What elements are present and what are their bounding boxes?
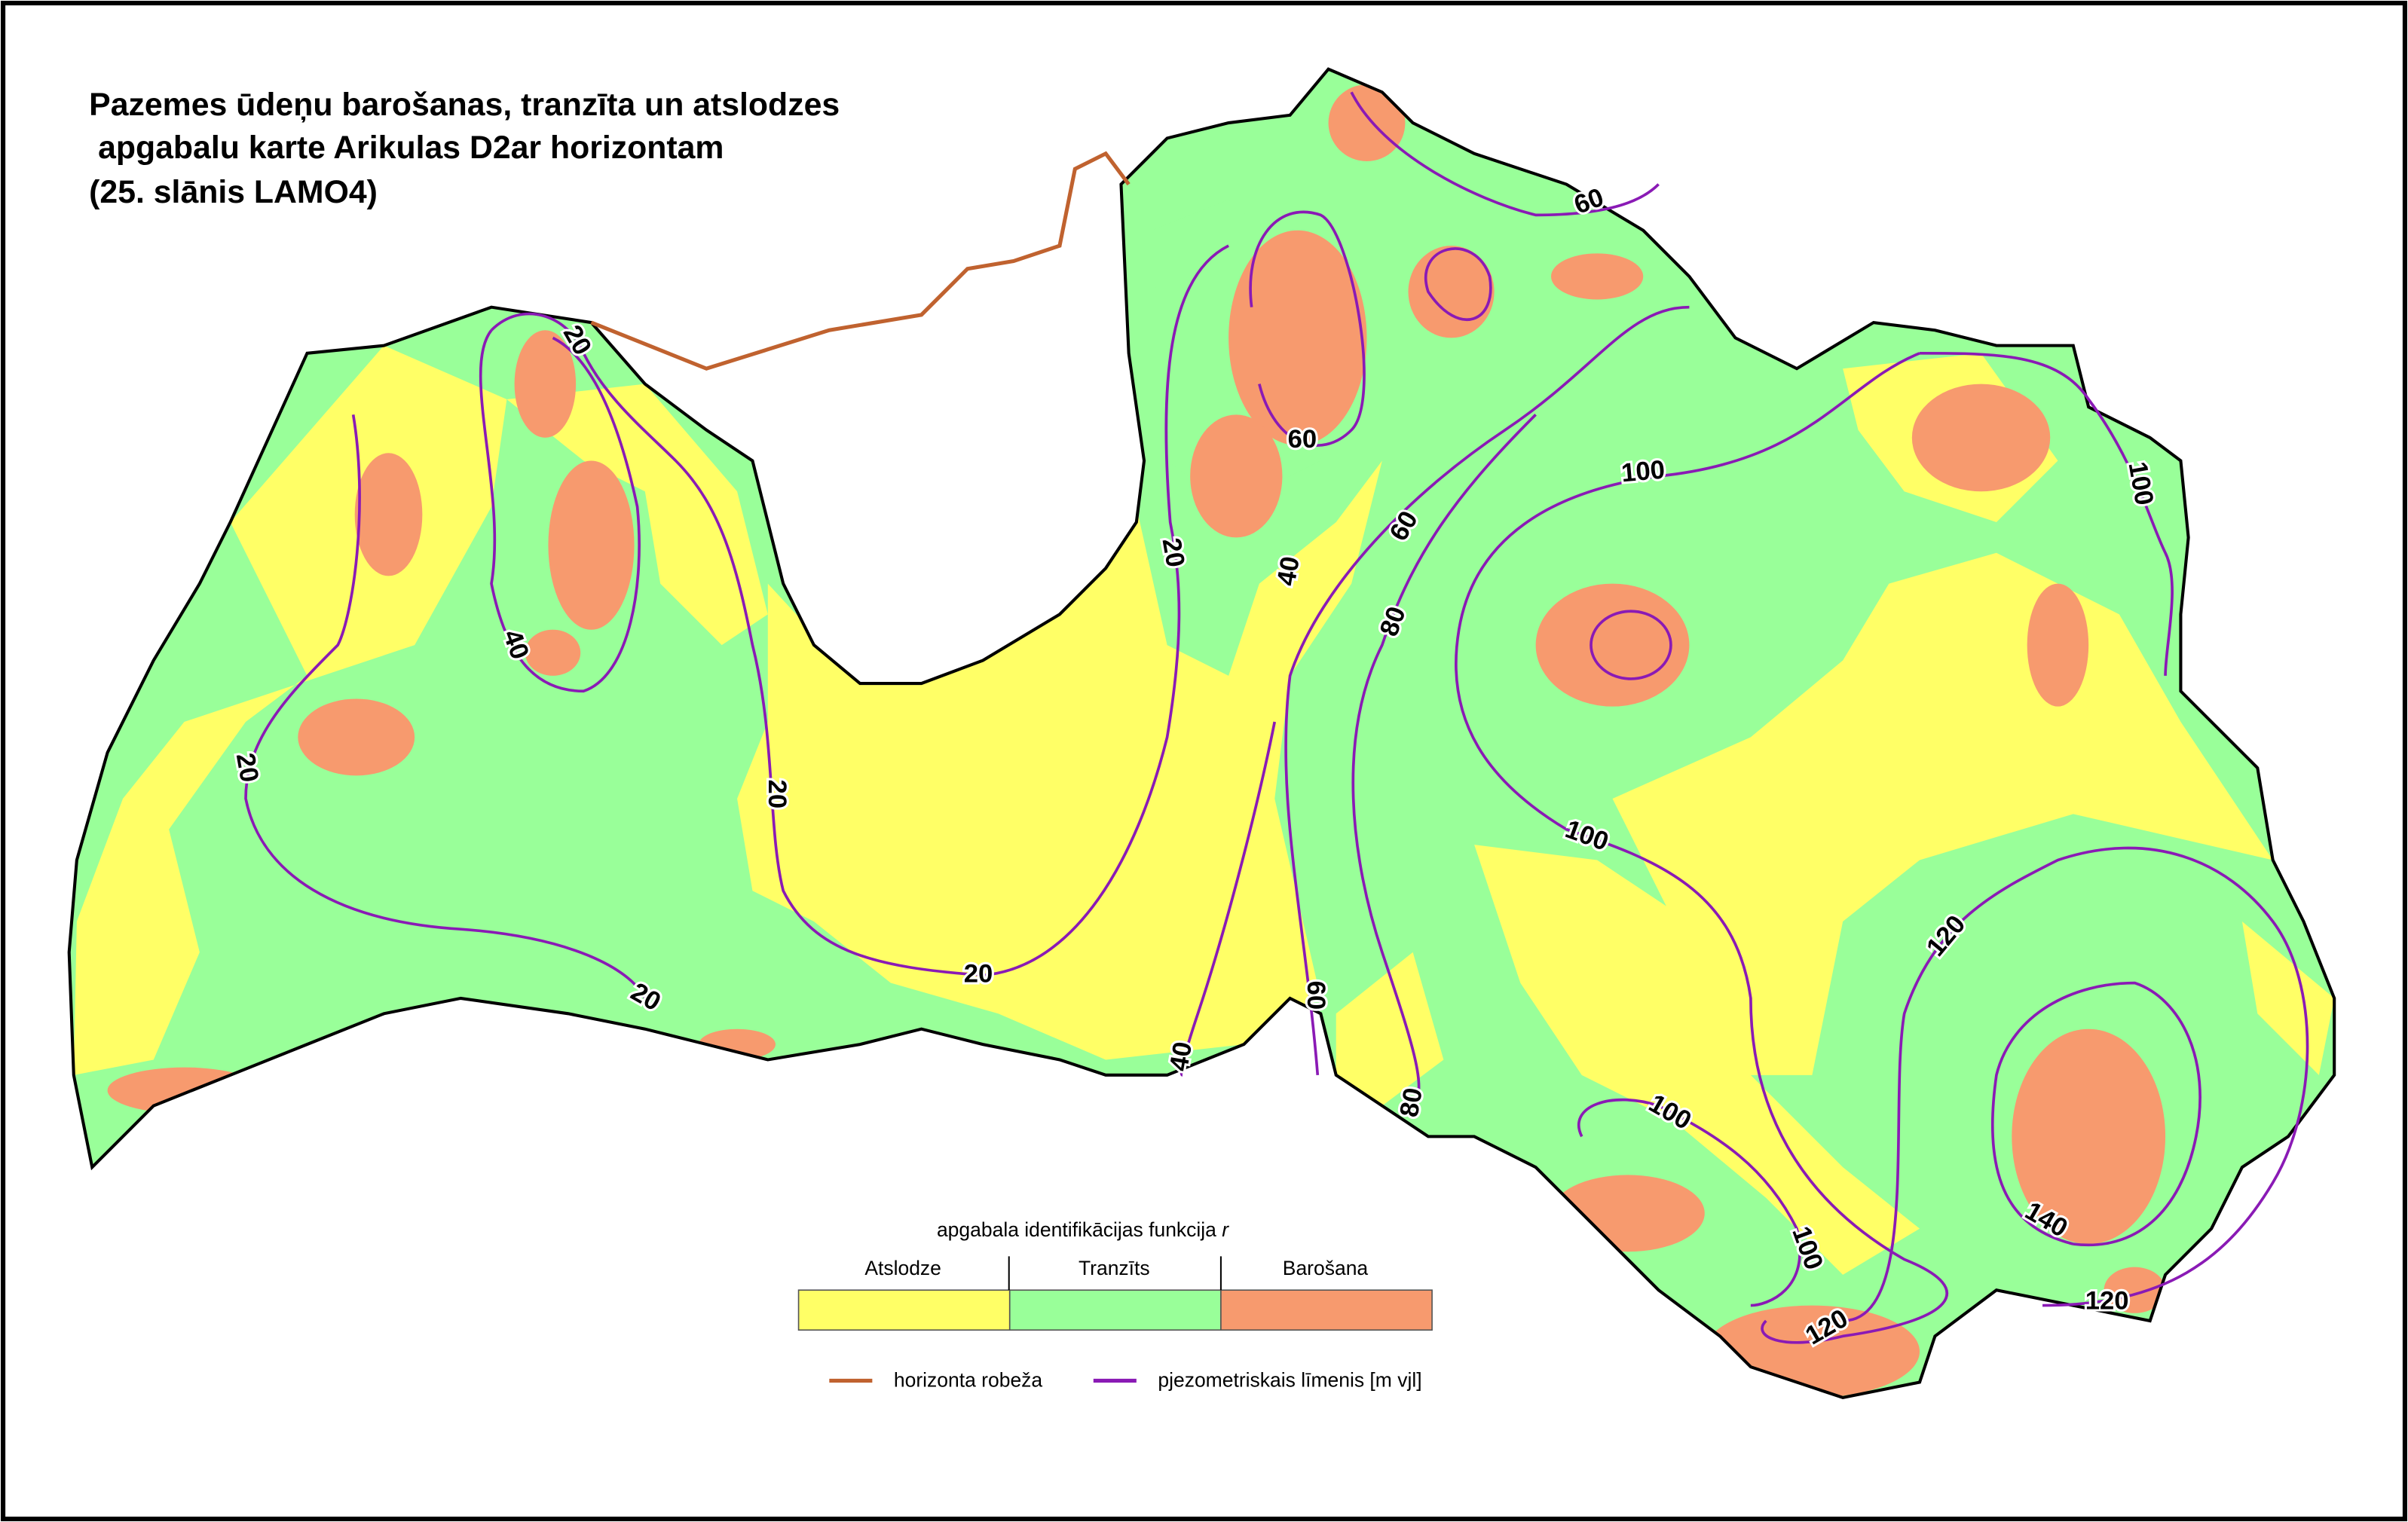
legend-class-label: Barošana xyxy=(1283,1257,1369,1279)
contour-label: 40 xyxy=(1164,1040,1198,1074)
title: Pazemes ūdeņu barošanas, tranzīta un ats… xyxy=(89,87,840,210)
legend-title: apgabala identifikācijas funkcija r xyxy=(937,1218,1229,1241)
contour-label: 60 xyxy=(1302,981,1330,1010)
contour-label: 20 xyxy=(231,751,264,785)
country-outline xyxy=(67,67,2336,1399)
legend-class-label: Tranzīts xyxy=(1079,1257,1150,1279)
contour-label: 20 xyxy=(964,960,993,989)
contour-label: 120 xyxy=(2085,1287,2129,1316)
contour-label: 80 xyxy=(1395,1086,1428,1120)
contours xyxy=(244,91,2309,1344)
contour-label: 60 xyxy=(1288,425,1317,454)
contour-label: 20 xyxy=(763,780,791,809)
title-line: Pazemes ūdeņu barošanas, tranzīta un ats… xyxy=(89,87,840,123)
horizon-boundary xyxy=(590,151,1131,371)
title-line: (25. slānis LAMO4) xyxy=(89,174,378,210)
contour-label: 20 xyxy=(1156,536,1189,570)
legend-class-label: Atslodze xyxy=(864,1257,941,1279)
title-line: apgabalu karte Arikulas D2ar horizontam xyxy=(89,130,724,166)
legend-variable: r xyxy=(1222,1218,1229,1241)
legend-swatch xyxy=(1220,1289,1433,1331)
contour-label: 40 xyxy=(1272,555,1305,588)
legend-swatch xyxy=(797,1289,1011,1331)
legend-swatch xyxy=(1008,1289,1222,1331)
legend-line-label: horizonta robeža xyxy=(894,1369,1043,1392)
legend-line-label: pjezometriskais līmenis [m vjl] xyxy=(1158,1369,1421,1392)
legend-title-text: apgabala identifikācijas funkcija xyxy=(937,1218,1216,1241)
contour-label: 100 xyxy=(1620,456,1666,488)
legend: apgabala identifikācijas funkcija r Atsl… xyxy=(797,1218,1433,1392)
